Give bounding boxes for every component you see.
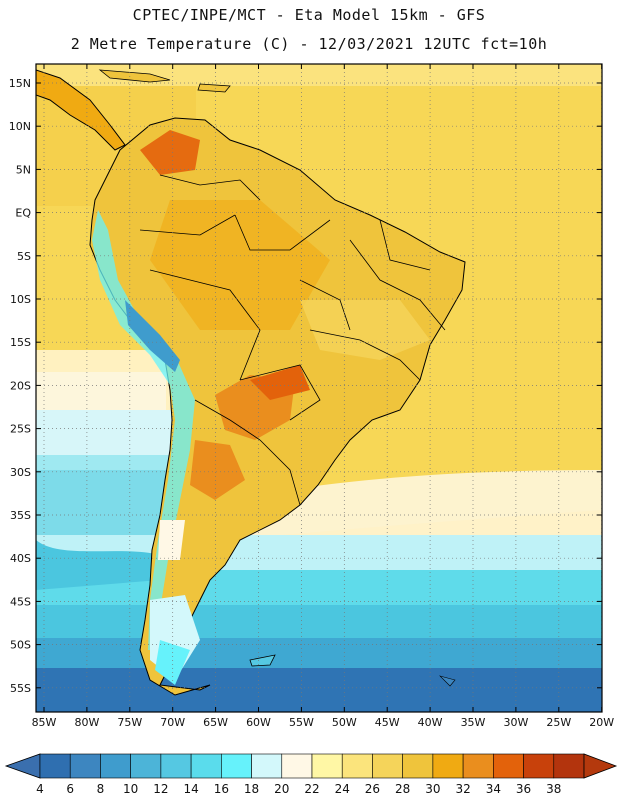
colorbar-value-label: 18 [243, 782, 260, 796]
lat-label: 40S [10, 552, 31, 565]
colorbar-swatch [402, 753, 434, 779]
lon-label: 75W [117, 716, 142, 729]
colorbar-swatch [221, 753, 252, 779]
lat-label: 15S [10, 336, 31, 349]
colorbar-value-label: 30 [425, 782, 441, 796]
colorbar-value-label: 32 [455, 782, 471, 796]
lat-label: 10N [9, 120, 31, 133]
colorbar-value-label: 6 [66, 782, 75, 796]
colorbar-value-label: 26 [364, 782, 381, 796]
lat-label: 10S [10, 293, 31, 306]
colorbar-swatch [39, 753, 71, 779]
lat-label: 5S [17, 250, 31, 263]
colorbar-swatch [553, 753, 585, 779]
lat-label: 20S [10, 379, 31, 392]
lon-label: 80W [74, 716, 99, 729]
lon-label: 40W [418, 716, 443, 729]
lon-label: 85W [32, 716, 57, 729]
lon-label: 45W [375, 716, 400, 729]
colorbar-value-label: 14 [183, 782, 199, 796]
colorbar-low-arrow [4, 753, 41, 779]
lat-label: 15N [9, 77, 31, 90]
colorbar-swatch [523, 753, 555, 779]
colorbar-swatch [100, 753, 131, 779]
colorbar-swatch [69, 753, 101, 779]
temperature-field [36, 64, 602, 712]
colorbar-swatch [251, 753, 283, 779]
colorbar-swatch [190, 753, 222, 779]
colorbar-value-label: 24 [334, 782, 350, 796]
lon-label: 50W [332, 716, 357, 729]
lat-label: 25S [10, 423, 31, 436]
lon-label: 65W [203, 716, 228, 729]
colorbar [4, 753, 618, 779]
lon-label: 35W [461, 716, 486, 729]
lat-label: 45S [10, 595, 31, 608]
colorbar-swatch [432, 753, 464, 779]
colorbar-value-label: 36 [515, 782, 532, 796]
colorbar-swatch [281, 753, 313, 779]
title-line-1: CPTEC/INPE/MCT - Eta Model 15km - GFS [132, 6, 486, 24]
lon-label: 20W [589, 716, 614, 729]
lon-label: 60W [246, 716, 271, 729]
colorbar-swatch [160, 753, 192, 779]
title-line-2: 2 Metre Temperature (C) - 12/03/2021 12U… [70, 35, 548, 53]
lat-label: 30S [10, 466, 31, 479]
colorbar-swatch [493, 753, 524, 779]
colorbar-swatch [372, 753, 403, 779]
colorbar-value-label: 12 [153, 782, 169, 796]
lat-label: EQ [15, 207, 31, 220]
lon-label: 30W [503, 716, 528, 729]
lat-label: 35S [10, 509, 31, 522]
colorbar-value-label: 22 [304, 782, 320, 796]
colorbar-value-label: 4 [36, 782, 44, 796]
colorbar-value-label: 20 [274, 782, 290, 796]
colorbar-value-label: 8 [96, 782, 105, 796]
colorbar-swatch [311, 753, 343, 779]
plot-frame [35, 63, 603, 713]
lat-label: 55S [10, 682, 31, 695]
colorbar-value-label: 16 [213, 782, 229, 796]
colorbar-swatch [462, 753, 494, 779]
colorbar-value-label: 28 [395, 782, 411, 796]
colorbar-swatch [341, 753, 373, 779]
lon-label: 70W [160, 716, 185, 729]
lon-label: 25W [546, 716, 571, 729]
gridlines [36, 64, 603, 712]
lon-label: 55W [289, 716, 314, 729]
lat-label: 5N [16, 163, 31, 176]
colorbar-value-label: 34 [485, 782, 501, 796]
colorbar-value-label: 38 [546, 782, 562, 796]
colorbar-value-label: 10 [123, 782, 139, 796]
colorbar-high-arrow [583, 753, 618, 779]
colorbar-swatch [130, 753, 162, 779]
lat-label: 50S [10, 639, 31, 652]
